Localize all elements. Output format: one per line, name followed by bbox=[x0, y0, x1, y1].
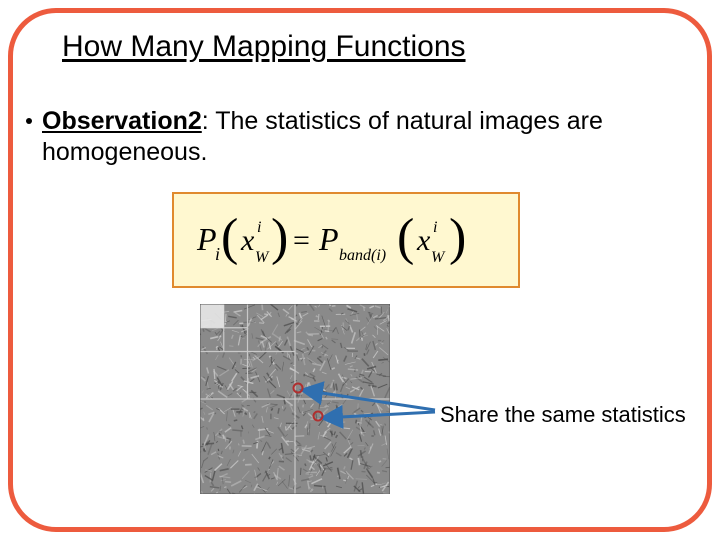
eq-sub-2: W bbox=[431, 249, 446, 266]
eq-equals: = bbox=[293, 224, 310, 257]
observation-sep: : bbox=[202, 107, 215, 135]
eq-sup-1: i bbox=[257, 219, 261, 236]
bullet-row: Observation2: The statistics of natural … bbox=[26, 106, 642, 169]
observation-text: Observation2: The statistics of natural … bbox=[42, 106, 642, 169]
eq-lparen-1: ( bbox=[221, 209, 238, 266]
equation-box: P i ( x i W ) = P band(i) ( x i W ) bbox=[172, 192, 520, 288]
eq-rhs-sub: band(i) bbox=[339, 247, 386, 264]
slide: How Many Mapping Functions Observation2:… bbox=[0, 0, 720, 540]
eq-rparen-1: ) bbox=[271, 209, 288, 266]
annotation-caption: Share the same statistics bbox=[440, 402, 686, 428]
eq-lparen-2: ( bbox=[397, 209, 414, 266]
eq-rparen-2: ) bbox=[449, 209, 466, 266]
eq-sub-1: W bbox=[255, 249, 270, 266]
equation: P i ( x i W ) = P band(i) ( x i W ) bbox=[191, 206, 501, 274]
eq-var-1: x bbox=[240, 224, 255, 257]
eq-sup-2: i bbox=[433, 219, 437, 236]
eq-lhs-sub: i bbox=[215, 244, 220, 264]
slide-title: How Many Mapping Functions bbox=[62, 30, 466, 64]
observation-label: Observation2 bbox=[42, 107, 202, 135]
eq-var-2: x bbox=[416, 224, 431, 257]
wavelet-image bbox=[200, 304, 390, 494]
bullet-dot-icon bbox=[26, 118, 32, 124]
eq-lhs-fn: P bbox=[196, 221, 217, 257]
eq-rhs-fn: P bbox=[318, 221, 339, 257]
